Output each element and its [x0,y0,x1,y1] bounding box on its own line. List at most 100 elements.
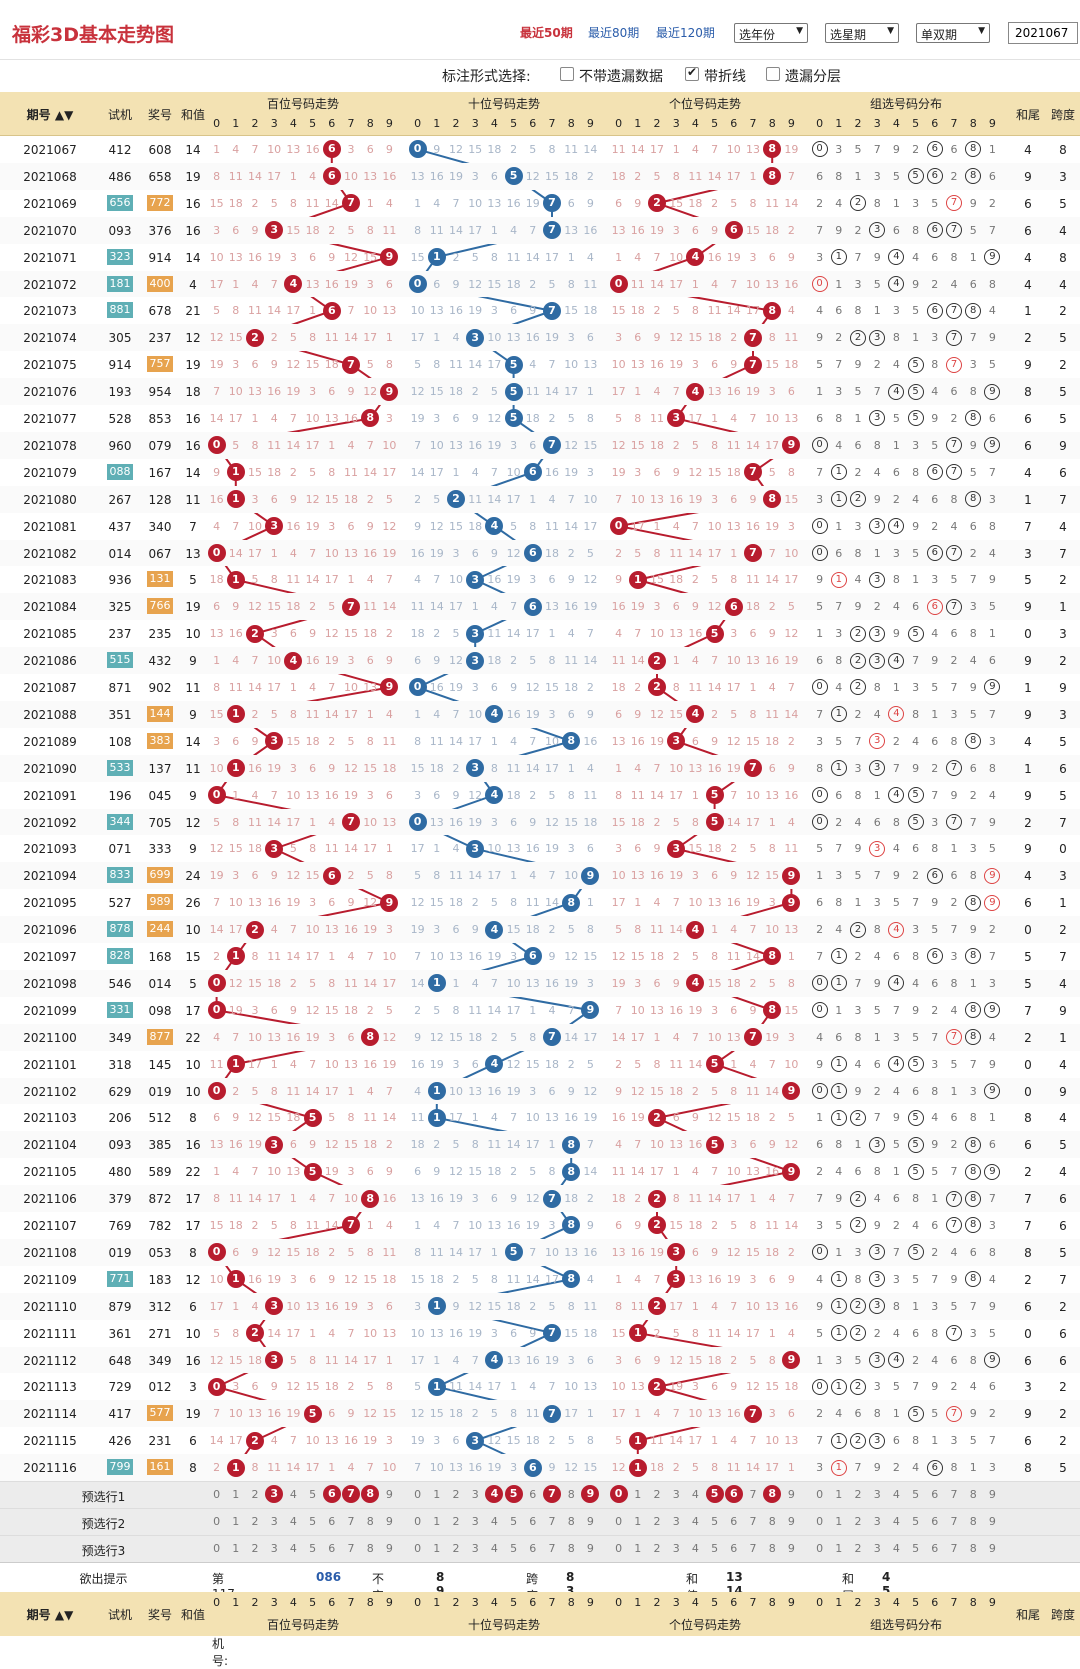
preselect-digit[interactable]: 8 [768,1514,776,1528]
preselect-digit[interactable]: 3 [270,1514,278,1528]
preselect-ball[interactable]: 6 [724,1485,743,1504]
preselect-digit[interactable]: 2 [452,1488,460,1501]
preselect-ball[interactable]: 5 [504,1485,523,1504]
preselect-digit[interactable]: 8 [768,1541,776,1555]
preselect-digit[interactable]: 9 [385,1514,393,1528]
preselect-digit[interactable]: 4 [691,1488,699,1501]
preselect-digit[interactable]: 4 [490,1514,498,1528]
preselect-digit[interactable]: 1 [232,1488,240,1501]
preselect-digit[interactable]: 3 [873,1541,881,1555]
preselect-digit[interactable]: 7 [548,1514,556,1528]
preselect-digit[interactable]: 6 [328,1514,336,1528]
preselect-digit[interactable]: 8 [567,1541,575,1555]
preselect-digit[interactable]: 4 [691,1514,699,1528]
preselect-digit[interactable]: 0 [414,1514,422,1528]
preselect-digit[interactable]: 4 [691,1541,699,1555]
preselect-digit[interactable]: 1 [232,1541,240,1555]
preselect-digit[interactable]: 7 [347,1541,355,1555]
preselect-digit[interactable]: 1 [835,1488,843,1501]
preselect-digit[interactable]: 5 [912,1488,920,1501]
preselect-digit[interactable]: 2 [452,1541,460,1555]
preselect-digit[interactable]: 2 [452,1514,460,1528]
period-link-50[interactable]: 最近50期 [520,26,573,40]
preselect-digit[interactable]: 5 [309,1514,317,1528]
preselect-digit[interactable]: 6 [931,1488,939,1501]
preselect-digit[interactable]: 4 [289,1514,297,1528]
preselect-digit[interactable]: 1 [433,1488,441,1501]
preselect-digit[interactable]: 6 [328,1541,336,1555]
preselect-digit[interactable]: 2 [251,1541,259,1555]
preselect-digit[interactable]: 5 [912,1514,920,1528]
preselect-digit[interactable]: 6 [931,1514,939,1528]
year-select[interactable]: 选年份 ▼ [734,23,808,43]
period-link-120[interactable]: 最近120期 [656,26,715,40]
preselect-digit[interactable]: 3 [672,1541,680,1555]
preselect-digit[interactable]: 6 [730,1541,738,1555]
preselect-ball[interactable]: 5 [705,1485,724,1504]
preselect-digit[interactable]: 9 [787,1541,795,1555]
preselect-digit[interactable]: 7 [347,1514,355,1528]
preselect-digit[interactable]: 1 [634,1541,642,1555]
preselect-digit[interactable]: 7 [749,1488,757,1501]
preselect-ball[interactable]: 7 [543,1485,561,1504]
preselect-digit[interactable]: 3 [873,1514,881,1528]
preselect-digit[interactable]: 0 [213,1488,221,1501]
preselect-digit[interactable]: 5 [510,1514,518,1528]
preselect-digit[interactable]: 1 [634,1488,642,1501]
no-missing-checkbox[interactable] [560,67,574,81]
missing-layer-checkbox[interactable] [766,67,780,81]
preselect-digit[interactable]: 8 [969,1541,977,1555]
preselect-digit[interactable]: 1 [835,1514,843,1528]
preselect-digit[interactable]: 6 [529,1541,537,1555]
preselect-digit[interactable]: 6 [730,1514,738,1528]
preselect-digit[interactable]: 2 [854,1488,862,1501]
preselect-digit[interactable]: 5 [510,1541,518,1555]
preselect-digit[interactable]: 0 [816,1541,824,1555]
preselect-digit[interactable]: 7 [548,1541,556,1555]
preselect-digit[interactable]: 8 [366,1514,374,1528]
preselect-digit[interactable]: 3 [471,1514,479,1528]
preselect-digit[interactable]: 4 [289,1488,297,1501]
preselect-digit[interactable]: 9 [988,1488,996,1501]
preselect-digit[interactable]: 8 [567,1488,575,1501]
preselect-ball[interactable]: 9 [581,1485,600,1504]
preselect-digit[interactable]: 9 [787,1514,795,1528]
preselect-ball[interactable]: 6 [322,1485,341,1504]
preselect-digit[interactable]: 9 [787,1488,795,1501]
preselect-digit[interactable]: 5 [912,1541,920,1555]
preselect-digit[interactable]: 3 [270,1541,278,1555]
preselect-digit[interactable]: 4 [892,1514,900,1528]
preselect-digit[interactable]: 2 [653,1541,661,1555]
period-link-80[interactable]: 最近80期 [588,26,640,40]
polyline-checkbox[interactable] [685,65,699,81]
preselect-digit[interactable]: 8 [969,1488,977,1501]
preselect-digit[interactable]: 2 [653,1488,661,1501]
preselect-digit[interactable]: 3 [672,1488,680,1501]
preselect-digit[interactable]: 5 [711,1514,719,1528]
preselect-digit[interactable]: 1 [232,1514,240,1528]
preselect-digit[interactable]: 1 [835,1541,843,1555]
preselect-digit[interactable]: 2 [854,1541,862,1555]
preselect-ball[interactable]: 8 [763,1485,782,1504]
preselect-ball[interactable]: 4 [485,1485,504,1504]
issue-input[interactable]: 2021067 [1008,22,1078,44]
preselect-ball[interactable]: 8 [361,1485,380,1504]
preselect-digit[interactable]: 1 [433,1514,441,1528]
preselect-digit[interactable]: 9 [988,1541,996,1555]
preselect-ball[interactable]: 0 [609,1485,628,1504]
preselect-digit[interactable]: 7 [749,1541,757,1555]
preselect-digit[interactable]: 9 [988,1514,996,1528]
preselect-ball[interactable]: 3 [265,1485,284,1504]
preselect-digit[interactable]: 9 [586,1514,594,1528]
preselect-digit[interactable]: 4 [892,1488,900,1501]
preselect-digit[interactable]: 9 [385,1488,393,1501]
preselect-digit[interactable]: 0 [615,1541,623,1555]
preselect-digit[interactable]: 2 [251,1488,259,1501]
preselect-digit[interactable]: 2 [251,1514,259,1528]
preselect-digit[interactable]: 7 [950,1488,958,1501]
preselect-digit[interactable]: 8 [969,1514,977,1528]
preselect-digit[interactable]: 7 [950,1541,958,1555]
preselect-digit[interactable]: 8 [366,1541,374,1555]
preselect-digit[interactable]: 0 [213,1541,221,1555]
preselect-digit[interactable]: 4 [892,1541,900,1555]
